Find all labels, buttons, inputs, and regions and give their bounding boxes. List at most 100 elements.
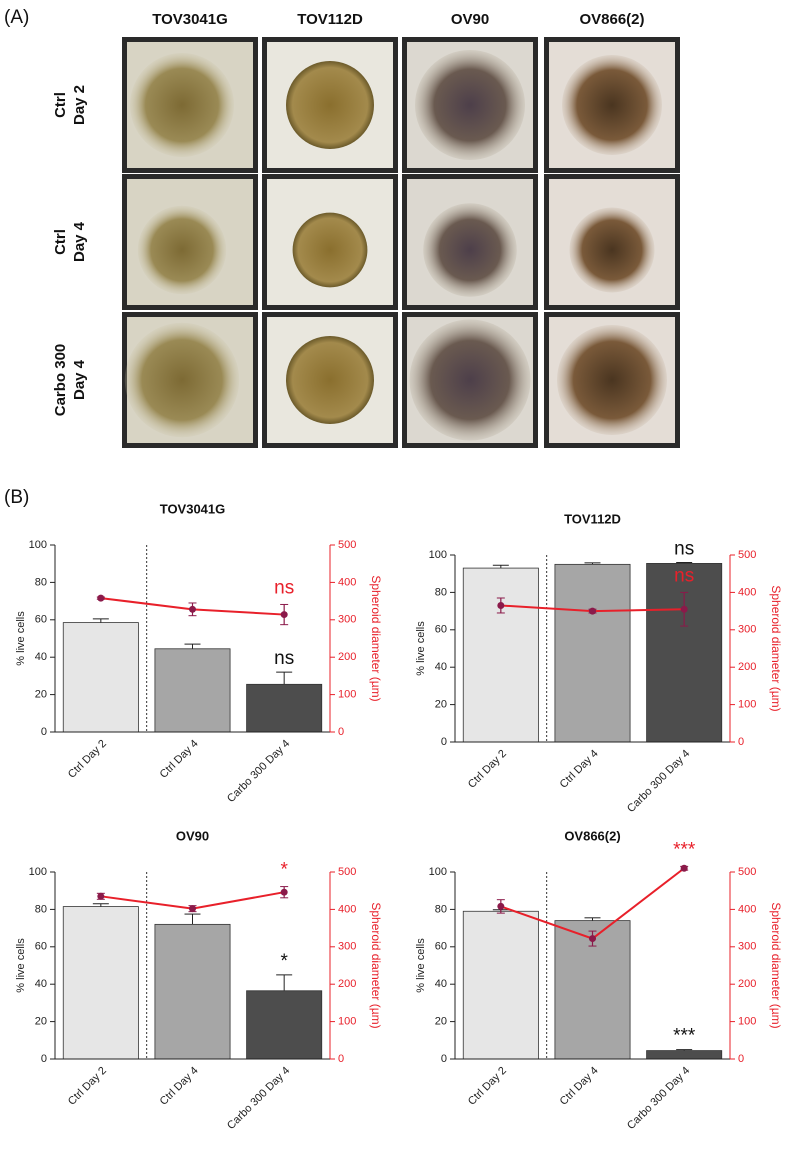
bar (462, 910, 539, 1060)
y-tick-label: 40 (35, 651, 47, 663)
x-tick-label: Ctrl Day 2 (466, 1065, 509, 1108)
x-tick-label: Ctrl Day 4 (158, 738, 201, 781)
spheroid (292, 212, 368, 288)
spheroid (130, 53, 234, 157)
chart-title: TOV112D (564, 511, 621, 526)
y-tick-label: 80 (35, 903, 47, 915)
column-header: OV866(2) (579, 11, 644, 28)
y-tick-label: 20 (35, 1016, 47, 1028)
y-tick-label: 80 (435, 903, 447, 915)
y-tick-label: 40 (35, 978, 47, 990)
line-point (497, 601, 505, 609)
row-label: Ctrl Day 4 (52, 221, 88, 262)
line-point (589, 607, 596, 615)
chart: OV866(2) % live cells Spheroid diameter (µ… (415, 828, 783, 1132)
line-annotation: * (280, 860, 288, 881)
y-tick-label: 0 (441, 1053, 447, 1065)
bar (646, 563, 723, 743)
line-point (497, 902, 505, 910)
image-grid: TOV3041G TOV112D OV90 OV866(2)Ctrl Day 2Ctrl… (52, 11, 680, 448)
y2-axis-label: Spheroid diameter (µm) (769, 902, 783, 1028)
y-tick-label: 80 (35, 576, 47, 588)
x-tick-label: Ctrl Day 4 (558, 748, 601, 791)
charts: TOV3041G % live cells Spheroid diameter (µ… (15, 501, 783, 1132)
y-tick-label: 60 (35, 614, 47, 626)
line-point (97, 594, 105, 602)
y2-tick-label: 200 (738, 661, 756, 673)
y-tick-label: 0 (41, 726, 47, 738)
bar-annotation: ns (674, 538, 694, 559)
bar-annotation: *** (673, 1026, 696, 1047)
column-header: TOV3041G (152, 11, 228, 28)
spheroid (415, 50, 525, 160)
y-tick-label: 20 (435, 1016, 447, 1028)
bar-annotation: * (280, 951, 288, 972)
panel-label: (A) (4, 7, 29, 28)
spheroid (557, 325, 667, 435)
line-point (280, 888, 288, 896)
column-header: TOV112D (297, 11, 363, 28)
line-point (280, 611, 288, 619)
x-tick-label: Carbo 300 Day 4 (625, 748, 692, 815)
y-tick-label: 20 (35, 689, 47, 701)
y2-tick-label: 300 (338, 941, 356, 953)
line-point (680, 864, 688, 872)
bar (62, 622, 139, 733)
y2-tick-label: 200 (738, 978, 756, 990)
y-tick-label: 80 (435, 586, 447, 598)
spheroid (124, 322, 240, 438)
line-point (189, 605, 196, 613)
y2-tick-label: 400 (338, 903, 356, 915)
x-tick-label: Ctrl Day 4 (158, 1065, 201, 1108)
y2-tick-label: 300 (338, 614, 356, 626)
row-label-line: Day 4 (71, 359, 88, 400)
y2-tick-label: 100 (738, 1016, 756, 1028)
y-tick-label: 100 (429, 866, 447, 878)
panel-label: (B) (4, 487, 29, 508)
y2-tick-label: 200 (338, 651, 356, 663)
y2-tick-label: 0 (738, 1053, 744, 1065)
y2-axis-label: Spheroid diameter (µm) (369, 902, 383, 1028)
spheroid (562, 55, 662, 155)
y2-tick-label: 0 (338, 1053, 344, 1065)
bar (246, 683, 323, 733)
y2-tick-label: 400 (738, 586, 756, 598)
y2-tick-label: 500 (338, 539, 356, 551)
bar (62, 906, 139, 1060)
y2-axis-label: Spheroid diameter (µm) (369, 575, 383, 701)
x-tick-label: Carbo 300 Day 4 (625, 1065, 692, 1132)
line-point (189, 905, 196, 913)
bar (646, 1050, 723, 1060)
y-tick-label: 20 (435, 699, 447, 711)
y-tick-label: 0 (441, 736, 447, 748)
bar-annotation: ns (274, 648, 294, 669)
y2-tick-label: 300 (738, 941, 756, 953)
spheroid (286, 336, 374, 424)
x-tick-label: Carbo 300 Day 4 (225, 1065, 292, 1132)
y-tick-label: 100 (429, 549, 447, 561)
y2-tick-label: 200 (338, 978, 356, 990)
y2-tick-label: 500 (338, 866, 356, 878)
y-tick-label: 60 (35, 941, 47, 953)
row-label-line: Day 2 (71, 85, 88, 125)
line-point (97, 892, 105, 900)
y2-tick-label: 400 (338, 576, 356, 588)
y2-tick-label: 300 (738, 624, 756, 636)
chart: OV90 % live cells Spheroid diameter (µm) 0 2… (15, 828, 383, 1132)
y2-tick-label: 0 (738, 736, 744, 748)
y-tick-label: 40 (435, 661, 447, 673)
x-tick-label: Ctrl Day 2 (66, 738, 109, 781)
line-point (680, 605, 688, 613)
y2-tick-label: 0 (338, 726, 344, 738)
y-axis-label: % live cells (15, 611, 27, 666)
bar (462, 567, 539, 743)
y-tick-label: 100 (29, 866, 47, 878)
bar (154, 648, 231, 733)
x-tick-label: Carbo 300 Day 4 (225, 738, 292, 805)
chart-title: TOV3041G (160, 501, 226, 516)
column-header: OV90 (451, 11, 489, 28)
x-tick-label: Ctrl Day 2 (466, 748, 509, 791)
y-tick-label: 100 (29, 539, 47, 551)
y-axis-label: % live cells (415, 621, 427, 676)
chart-title: OV866(2) (564, 828, 620, 843)
